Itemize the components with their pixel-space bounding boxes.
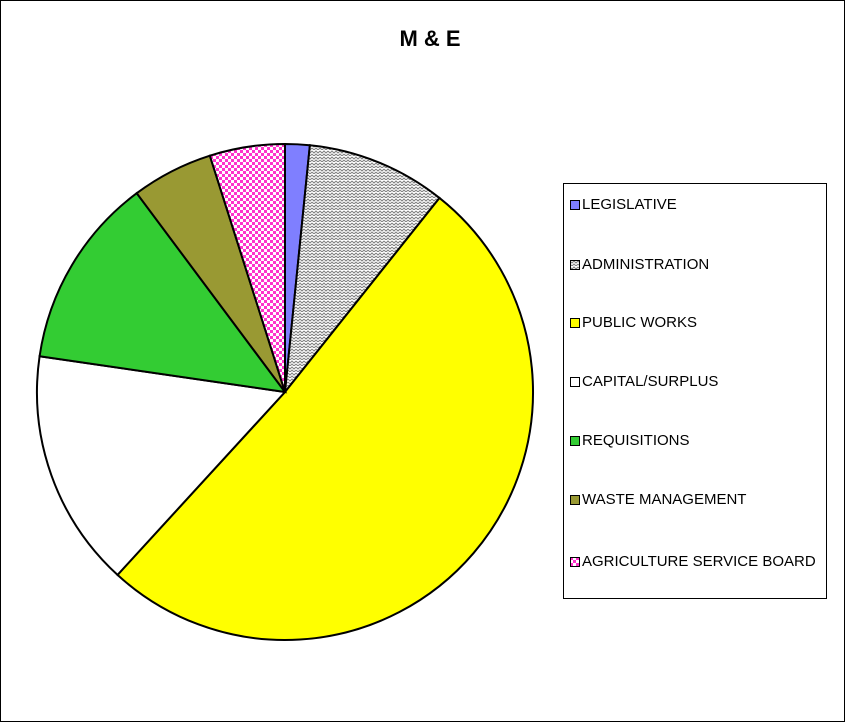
- legend: LEGISLATIVE ADMINISTRATION PUBLIC WORKS CAP…: [563, 183, 827, 599]
- legend-swatch-box: [570, 377, 580, 387]
- legend-label: AGRICULTURE SERVICE BOARD: [582, 553, 816, 570]
- pie-slice: [36, 355, 288, 577]
- legend-label: CAPITAL/SURPLUS: [582, 373, 719, 390]
- legend-item: REQUISITIONS: [570, 431, 825, 450]
- legend-swatch: [570, 318, 580, 328]
- legend-swatch: [570, 260, 580, 270]
- legend-item: LEGISLATIVE: [570, 195, 825, 214]
- legend-swatch-box: [570, 318, 580, 328]
- legend-swatch: [570, 436, 580, 446]
- legend-item: AGRICULTURE SERVICE BOARD: [570, 552, 825, 571]
- pie-slice: [283, 144, 441, 396]
- legend-label: LEGISLATIVE: [582, 196, 677, 213]
- pie-slice: [38, 191, 288, 394]
- legend-swatch-box: [570, 260, 580, 270]
- legend-label: WASTE MANAGEMENT: [582, 491, 747, 508]
- legend-item: CAPITAL/SURPLUS: [570, 372, 825, 391]
- legend-label: REQUISITIONS: [582, 432, 690, 449]
- legend-item: PUBLIC WORKS: [570, 313, 825, 332]
- legend-label: PUBLIC WORKS: [582, 314, 698, 331]
- pie-slice: [208, 142, 286, 393]
- legend-swatch-box: [570, 495, 580, 505]
- legend-swatch: [570, 377, 580, 387]
- chart-title: M & E: [399, 26, 460, 51]
- legend-item: ADMINISTRATION: [570, 255, 825, 274]
- legend-swatch: [570, 200, 580, 210]
- legend-label: ADMINISTRATION: [582, 256, 710, 273]
- legend-item: WASTE MANAGEMENT: [570, 490, 825, 509]
- legend-swatch-box: [570, 200, 580, 210]
- legend-swatch: [570, 557, 580, 567]
- legend-swatch-box: [570, 436, 580, 446]
- legend-swatch: [570, 495, 580, 505]
- pie-slice: [116, 196, 534, 641]
- legend-swatch-box: [570, 557, 580, 567]
